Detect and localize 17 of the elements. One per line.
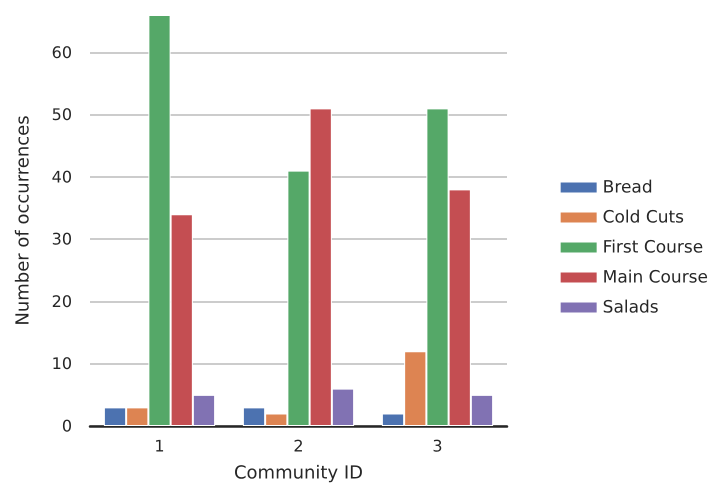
- y-tick-label: 20: [52, 292, 72, 311]
- y-tick-label: 10: [52, 354, 72, 374]
- x-tick-label: 1: [154, 436, 165, 456]
- legend-label: Bread: [602, 178, 653, 198]
- legend-label: Salads: [602, 298, 659, 318]
- y-tick-label: 40: [52, 167, 72, 186]
- y-tick-label: 60: [52, 42, 72, 62]
- y-tick-label: 50: [52, 105, 72, 124]
- legend-label: Main Course: [602, 268, 708, 288]
- legend-label: First Course: [602, 238, 704, 258]
- x-axis-title: Community ID: [234, 462, 364, 484]
- y-tick-label: 0: [62, 416, 72, 436]
- legend-label: Cold Cuts: [602, 208, 684, 228]
- x-tick-label: 3: [432, 436, 443, 456]
- y-tick-label: 30: [52, 230, 72, 249]
- x-tick-label: 2: [293, 436, 304, 456]
- y-axis-title: Number of occurrences: [12, 115, 34, 326]
